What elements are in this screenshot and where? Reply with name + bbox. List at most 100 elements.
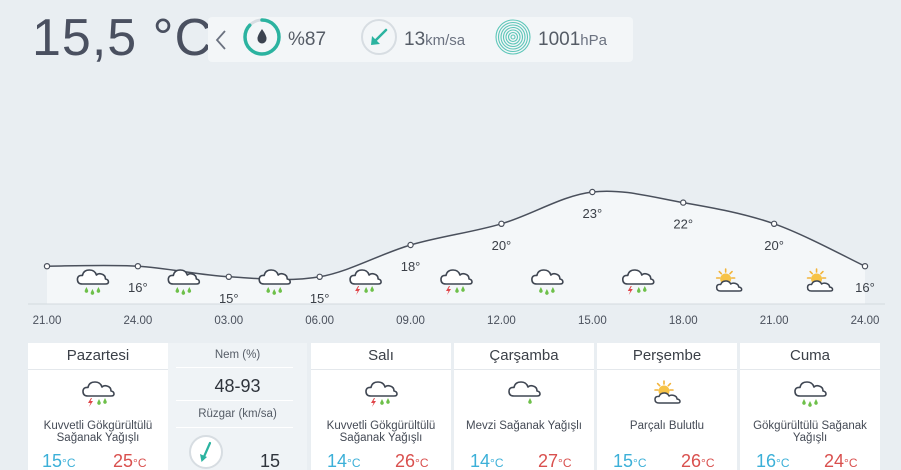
day-card-persembe[interactable]: Perşembe Parçalı Bulutlu 15°C 26°C <box>597 343 737 470</box>
wind-unit: km/sa <box>425 31 466 49</box>
temperature-label: 16° <box>855 280 875 295</box>
x-tick-label: 18.00 <box>669 315 698 327</box>
max-temp-unit: °C <box>844 456 858 470</box>
pressure-stat: 1001hPa <box>494 17 607 62</box>
current-stats-panel: %87 13km/sa 1001hPa <box>208 17 633 62</box>
day-name: Salı <box>368 347 394 364</box>
min-temp: 14°C <box>470 451 504 470</box>
max-temp: 26°C <box>681 451 715 470</box>
temperature-point[interactable] <box>861 262 869 270</box>
wind-label: Rüzgar (km/sa) <box>198 408 277 420</box>
day-card-cuma[interactable]: Cuma Gökgürültülü Sağanak Yağışlı 16°C 2… <box>740 343 880 470</box>
day-description: Kuvvetli Gökgürültülü Sağanak Yağışlı <box>326 420 436 444</box>
max-temp-unit: °C <box>415 456 429 470</box>
temperature-point[interactable] <box>498 220 505 227</box>
min-temp: 14°C <box>327 451 361 470</box>
temperature-point[interactable] <box>316 273 323 280</box>
max-temp-value: 27 <box>538 451 559 470</box>
humidity-label: Nem (%) <box>214 349 261 361</box>
max-temp-value: 24 <box>824 451 845 470</box>
divider <box>28 369 168 370</box>
wind-direction-icon <box>360 18 398 61</box>
day-description: Gökgürültülü Sağanak Yağışlı <box>753 420 867 444</box>
day-description: Mevzi Sağanak Yağışlı <box>466 420 582 432</box>
day-name: Perşembe <box>632 347 702 364</box>
day-name: Pazartesi <box>66 347 130 364</box>
x-tick-label: 24.00 <box>123 315 152 327</box>
temperature-point[interactable] <box>134 262 142 270</box>
humidity-range: 48-93 <box>214 376 261 396</box>
current-temperature: 15,5 °C <box>32 9 214 67</box>
x-tick-label: 12.00 <box>487 315 516 327</box>
temperature-point[interactable] <box>225 273 232 280</box>
temperature-point[interactable] <box>680 199 687 206</box>
day-description: Kuvvetli Gökgürültülü Sağanak Yağışlı <box>43 420 153 444</box>
temperature-label: 18° <box>401 259 421 274</box>
x-tick-label: 15.00 <box>578 315 607 327</box>
min-temp-value: 14 <box>327 451 348 470</box>
min-temp-unit: °C <box>776 456 790 470</box>
temperature-point[interactable] <box>589 188 596 196</box>
min-temp-value: 15 <box>42 451 63 470</box>
divider <box>176 427 293 428</box>
divider <box>311 369 451 370</box>
temperature-label: 23° <box>582 206 602 221</box>
min-temp-unit: °C <box>347 456 361 470</box>
day-name: Çarşamba <box>489 347 559 364</box>
max-temp: 25°C <box>113 451 147 470</box>
max-temp-unit: °C <box>558 456 572 470</box>
thunder-rain-cloud-icon <box>792 379 828 409</box>
humidity-stat: %87 <box>242 17 326 62</box>
min-temp: 15°C <box>613 451 647 470</box>
day-card-pazartesi[interactable]: Pazartesi Kuvvetli Gökgürültülü Sağanak … <box>28 343 168 470</box>
max-temp: 27°C <box>538 451 572 470</box>
divider <box>176 367 293 368</box>
temperature-point[interactable] <box>43 262 51 270</box>
pressure-value: 1001 <box>538 28 581 50</box>
min-temp: 16°C <box>756 451 790 470</box>
x-tick-label: 24.00 <box>851 315 880 327</box>
min-temp-value: 15 <box>613 451 634 470</box>
temperature-label: 20° <box>492 238 512 253</box>
back-chevron-icon[interactable] <box>214 17 228 62</box>
max-temp-unit: °C <box>701 456 715 470</box>
min-temp-unit: °C <box>633 456 647 470</box>
pressure-unit: hPa <box>580 31 607 49</box>
pressure-rings-icon <box>494 18 532 61</box>
max-temp-value: 26 <box>395 451 416 470</box>
min-temp-unit: °C <box>62 456 76 470</box>
min-temp: 15°C <box>42 451 76 470</box>
wind-direction-icon <box>189 435 223 469</box>
temperature-label: 16° <box>128 280 148 295</box>
day-description: Parçalı Bulutlu <box>629 420 705 432</box>
x-tick-label: 06.00 <box>305 315 334 327</box>
humidity-value: %87 <box>288 28 327 50</box>
wind-value: 13 <box>404 28 426 50</box>
sun-cloud-icon <box>649 379 685 409</box>
thunder-rain-cloud-icon <box>363 379 399 409</box>
divider <box>597 369 737 370</box>
max-temp-value: 25 <box>113 451 134 470</box>
max-temp: 24°C <box>824 451 858 470</box>
day-card-sali[interactable]: Salı Kuvvetli Gökgürültülü Sağanak Yağış… <box>311 343 451 470</box>
divider <box>176 400 293 401</box>
day-details-panel: Nem (%) 48-93 Rüzgar (km/sa) 15 <box>168 343 307 470</box>
temperature-label: 20° <box>764 238 784 253</box>
day-card-carsamba[interactable]: Çarşamba Mevzi Sağanak Yağışlı 14°C 27°C <box>454 343 594 470</box>
min-temp-value: 16 <box>756 451 777 470</box>
divider <box>740 369 880 370</box>
wind-stat: 13km/sa <box>360 17 465 62</box>
hourly-temperature-chart: 16° 15° 15° 18° 20° 23° 22° 20° 16° 21.00 24.00 03… <box>28 188 885 327</box>
temperature-label: 15° <box>219 291 239 306</box>
thunder-rain-cloud-icon <box>80 379 116 409</box>
drizzle-cloud-icon <box>506 379 542 409</box>
x-tick-label: 21.00 <box>33 315 62 327</box>
max-temp-unit: °C <box>133 456 147 470</box>
temperature-point[interactable] <box>770 220 778 227</box>
max-temp-value: 26 <box>681 451 702 470</box>
x-tick-label: 03.00 <box>214 315 243 327</box>
temperature-point[interactable] <box>407 241 414 249</box>
temperature-label: 15° <box>310 291 330 306</box>
min-temp-value: 14 <box>470 451 491 470</box>
x-tick-label: 21.00 <box>760 315 789 327</box>
